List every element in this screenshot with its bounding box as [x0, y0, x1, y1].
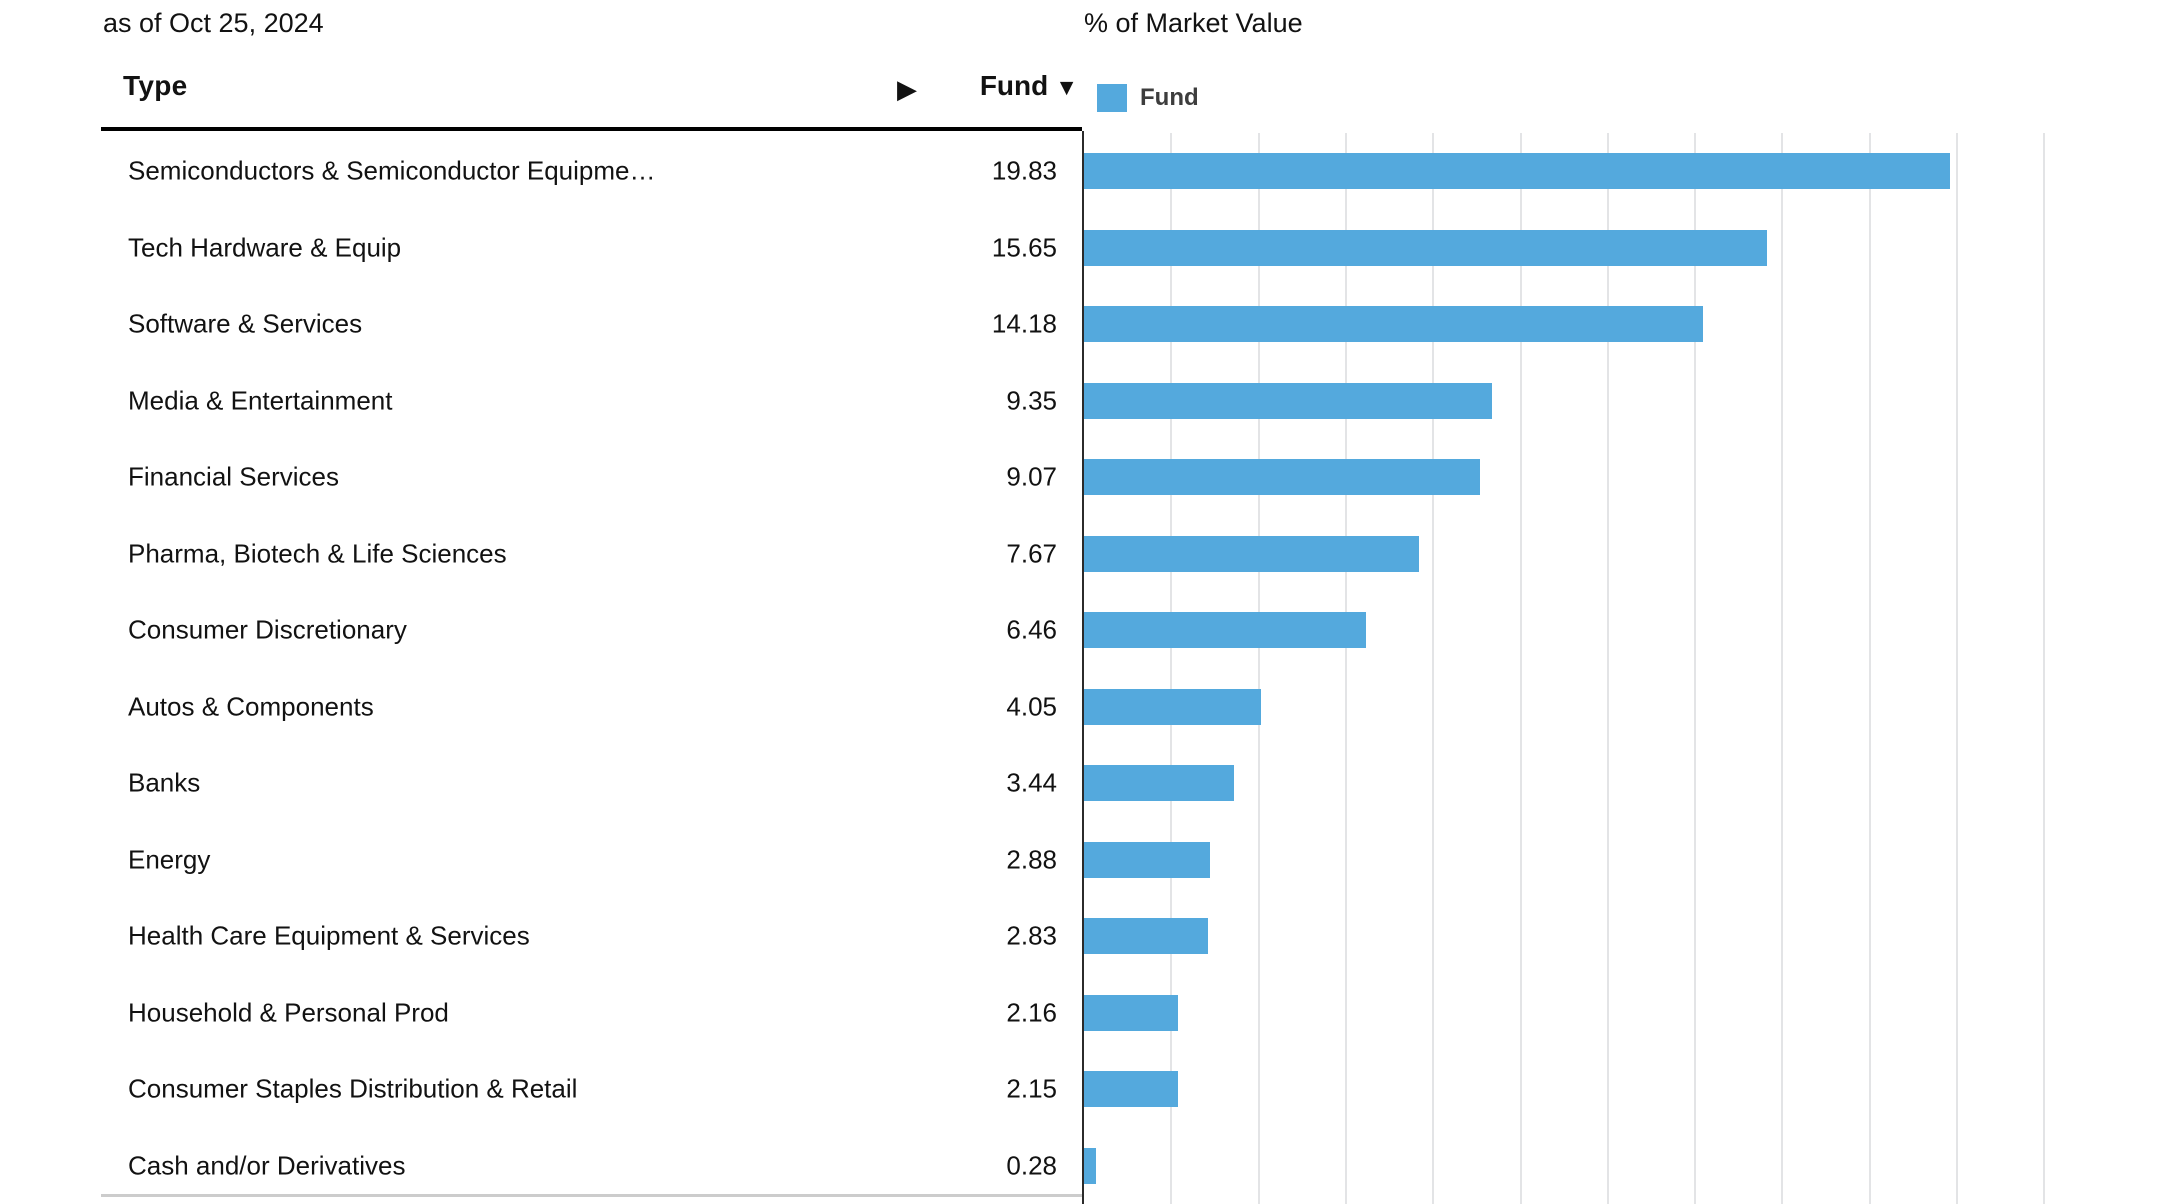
- row-value: 6.46: [1006, 614, 1057, 645]
- table-row: Energy 2.88: [0, 822, 2170, 899]
- row-value: 19.83: [991, 155, 1057, 186]
- row-value: 0.28: [1006, 1150, 1057, 1181]
- row-label: Consumer Discretionary: [128, 614, 407, 645]
- table-row: Financial Services 9.07: [0, 439, 2170, 516]
- table-header-divider: [101, 127, 1082, 131]
- row-label: Energy: [128, 844, 211, 875]
- fund-bar[interactable]: [1084, 1071, 1178, 1107]
- sort-descending-icon: ▼: [1055, 73, 1078, 100]
- fund-bar[interactable]: [1084, 382, 1493, 419]
- gridline: [1956, 133, 1959, 1204]
- table-row: Software & Services 14.18: [0, 286, 2170, 363]
- gridline: [2043, 133, 2046, 1204]
- gridline: [1170, 133, 1173, 1204]
- fund-bar[interactable]: [1084, 612, 1366, 648]
- fund-bar[interactable]: [1084, 153, 1950, 189]
- row-value: 14.18: [991, 308, 1057, 339]
- row-value: 2.15: [1006, 1073, 1057, 1104]
- table-row: Semiconductors & Semiconductor Equipme… …: [0, 133, 2170, 210]
- row-value: 2.83: [1006, 920, 1057, 951]
- table-row: Consumer Discretionary 6.46: [0, 592, 2170, 669]
- table-row: Tech Hardware & Equip 15.65: [0, 210, 2170, 287]
- table-row: Media & Entertainment 9.35: [0, 363, 2170, 440]
- table-rows: Semiconductors & Semiconductor Equipme… …: [0, 133, 2170, 1204]
- row-value: 2.16: [1006, 997, 1057, 1028]
- table-bottom-divider: [101, 1194, 1082, 1197]
- as-of-date: as of Oct 25, 2024: [103, 8, 324, 38]
- fund-bar[interactable]: [1084, 765, 1235, 801]
- fund-bar[interactable]: [1084, 229, 1768, 266]
- fund-bar[interactable]: [1084, 459, 1480, 495]
- row-label: Consumer Staples Distribution & Retail: [128, 1073, 578, 1104]
- table-row: Autos & Components 4.05: [0, 669, 2170, 746]
- gridline: [1432, 133, 1435, 1204]
- legend-label: Fund: [1140, 84, 1199, 111]
- row-label: Pharma, Biotech & Life Sciences: [128, 538, 507, 569]
- column-header-fund-label: Fund: [979, 70, 1049, 101]
- row-label: Financial Services: [128, 461, 339, 492]
- fund-bar[interactable]: [1084, 688, 1261, 725]
- row-value: 3.44: [1006, 767, 1057, 798]
- chart-axis-title: % of Market Value: [1084, 8, 1303, 38]
- row-label: Software & Services: [128, 308, 363, 339]
- gridline: [1606, 133, 1609, 1204]
- fund-bar[interactable]: [1084, 1147, 1097, 1184]
- table-row: Household & Personal Prod 2.16: [0, 975, 2170, 1052]
- gridline: [1257, 133, 1260, 1204]
- row-value: 9.35: [1006, 385, 1057, 416]
- gridline: [1781, 133, 1784, 1204]
- row-value: 2.88: [1006, 844, 1057, 875]
- gridline: [1344, 133, 1347, 1204]
- row-label: Banks: [128, 767, 201, 798]
- table-row: Banks 3.44: [0, 745, 2170, 822]
- chart-y-axis-line: [1082, 131, 1084, 1204]
- column-header-fund[interactable]: Fund ▼: [980, 70, 1078, 102]
- row-label: Tech Hardware & Equip: [128, 232, 402, 263]
- gridline: [1694, 133, 1697, 1204]
- legend-item-fund[interactable]: Fund: [1097, 84, 1199, 112]
- row-value: 7.67: [1006, 538, 1057, 569]
- row-label: Semiconductors & Semiconductor Equipme…: [128, 155, 656, 186]
- fund-bar[interactable]: [1084, 994, 1179, 1031]
- column-header-type: Type: [123, 70, 188, 101]
- table-row: Consumer Staples Distribution & Retail 2…: [0, 1051, 2170, 1128]
- expand-arrow-icon[interactable]: ▶: [897, 74, 917, 104]
- row-value: 9.07: [1006, 461, 1057, 492]
- row-label: Health Care Equipment & Services: [128, 920, 530, 951]
- chart-gridlines: [1083, 133, 2170, 1204]
- row-value: 15.65: [991, 232, 1057, 263]
- fund-bar[interactable]: [1084, 918, 1208, 954]
- fund-bar[interactable]: [1084, 306, 1704, 342]
- table-row: Cash and/or Derivatives 0.28: [0, 1128, 2170, 1204]
- row-label: Household & Personal Prod: [128, 997, 449, 1028]
- row-value: 4.05: [1006, 691, 1057, 722]
- gridline: [1519, 133, 1522, 1204]
- row-label: Media & Entertainment: [128, 385, 393, 416]
- fund-bar[interactable]: [1084, 841, 1210, 878]
- legend-swatch-icon: [1097, 84, 1127, 112]
- row-label: Cash and/or Derivatives: [128, 1150, 406, 1181]
- row-label: Autos & Components: [128, 691, 374, 722]
- table-row: Pharma, Biotech & Life Sciences 7.67: [0, 516, 2170, 593]
- fund-bar[interactable]: [1084, 535, 1419, 572]
- gridline: [1868, 133, 1871, 1204]
- table-row: Health Care Equipment & Services 2.83: [0, 898, 2170, 975]
